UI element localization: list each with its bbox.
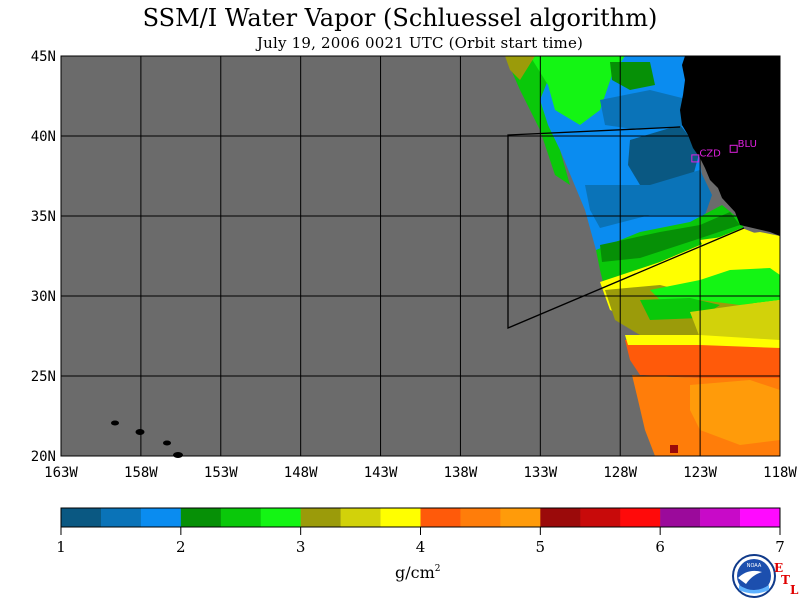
island-kauai (111, 420, 119, 426)
colorbar-segment (580, 508, 621, 527)
colorbar-unit-sup: 2 (435, 564, 441, 574)
colorbar-segment (420, 508, 461, 527)
colorbar-segment (61, 508, 102, 527)
colorbar-segment (620, 508, 661, 527)
latitude-label: 40N (31, 129, 56, 145)
swath-yellow-edge-south (625, 335, 780, 348)
colorbar-segment (540, 508, 581, 527)
plot-frame (60, 55, 781, 457)
colorbar-tick-label: 7 (775, 538, 785, 556)
grid-lines (61, 56, 780, 456)
colorbar-tick-label: 6 (655, 538, 665, 556)
plot-area: CZD BLU (60, 55, 781, 458)
noaa-logo-bird-icon (738, 570, 762, 584)
colorbar-segment (500, 508, 541, 527)
site-label: BLU (738, 139, 757, 150)
latitude-label: 35N (31, 209, 56, 225)
latitude-label: 25N (31, 369, 56, 385)
island-hawaii (173, 452, 183, 458)
longitude-label: 143W (364, 465, 398, 481)
swath-light-orange (690, 380, 780, 445)
longitude-label: 133W (523, 465, 557, 481)
colorbar-segment (260, 508, 301, 527)
longitude-label: 128W (603, 465, 637, 481)
swath-yellow-east (700, 232, 780, 268)
map-title: SSM/I Water Vapor (Schluessel algorithm) (142, 4, 658, 32)
etl-letter: L (790, 583, 799, 597)
colorbar-unit: g/cm2 (395, 563, 441, 582)
site-label: CZD (699, 148, 721, 159)
colorbar-unit-base: g/cm (395, 563, 435, 582)
longitude-label: 163W (44, 465, 78, 481)
longitude-label: 118W (763, 465, 797, 481)
colorbar: 1 2 3 4 5 6 7 (56, 507, 785, 556)
colorbar-segment (740, 508, 781, 527)
longitude-labels: 163W 158W 153W 148W 143W 138W 133W 128W 123W 118W (44, 465, 797, 481)
colorbar-segment (220, 508, 262, 527)
swath-dark-green-mid (600, 212, 740, 262)
etl-letter: E (774, 561, 783, 575)
colorbar-segment (100, 508, 142, 527)
swath-medium-blue (585, 170, 712, 228)
latitude-label: 45N (31, 49, 56, 65)
noaa-logo-wave-icon (739, 585, 769, 594)
swath-dark-red-pixel (670, 445, 678, 453)
noaa-logo-inner (737, 559, 771, 593)
site-marker (729, 144, 738, 153)
colorbar-tick-label: 4 (416, 538, 426, 556)
latitude-labels: 45N 40N 35N 30N 25N 20N (31, 49, 56, 465)
latitude-label: 30N (31, 289, 56, 305)
noaa-logo: NOAA (732, 554, 776, 598)
colorbar-segment (140, 508, 182, 527)
island-maui (163, 440, 171, 446)
colorbar-segment (340, 508, 381, 527)
swath-bright-green-north (530, 56, 625, 125)
island-oahu (135, 429, 145, 435)
map-subtitle: July 19, 2006 0021 UTC (Orbit start time… (256, 34, 584, 52)
longitude-label: 123W (683, 465, 717, 481)
latitude-label: 20N (31, 449, 56, 465)
longitude-label: 158W (124, 465, 158, 481)
site-marker (691, 154, 700, 163)
swath-dark-blue-core (628, 125, 700, 190)
swath-medium-blue-west (600, 90, 690, 130)
swath-green-northeast (610, 62, 655, 90)
colorbar-segment (300, 508, 341, 527)
flight-track (507, 126, 745, 329)
colorbar-segment (180, 508, 222, 527)
site-markers: CZD BLU (691, 139, 757, 163)
colorbar-tick-label: 1 (56, 538, 66, 556)
swath-olive-north (505, 56, 535, 80)
etl-letter: T (781, 573, 790, 587)
hawaiian-islands (111, 420, 183, 458)
water-vapor-swath (505, 56, 780, 456)
longitude-label: 138W (444, 465, 478, 481)
noaa-logo-text: NOAA (747, 563, 762, 569)
etl-mark: ETL (774, 561, 799, 597)
swath-green-west (505, 56, 570, 185)
longitude-label: 153W (204, 465, 238, 481)
colorbar-segment (660, 508, 701, 527)
colorbar-segment (700, 508, 741, 527)
colorbar-tick-label: 3 (296, 538, 306, 556)
colorbar-segment (460, 508, 501, 527)
colorbar-segment (380, 508, 421, 527)
colorbar-tick-label: 5 (536, 538, 546, 556)
swath-orange-red (625, 340, 780, 380)
longitude-label: 148W (284, 465, 318, 481)
colorbar-tick-label: 2 (176, 538, 186, 556)
